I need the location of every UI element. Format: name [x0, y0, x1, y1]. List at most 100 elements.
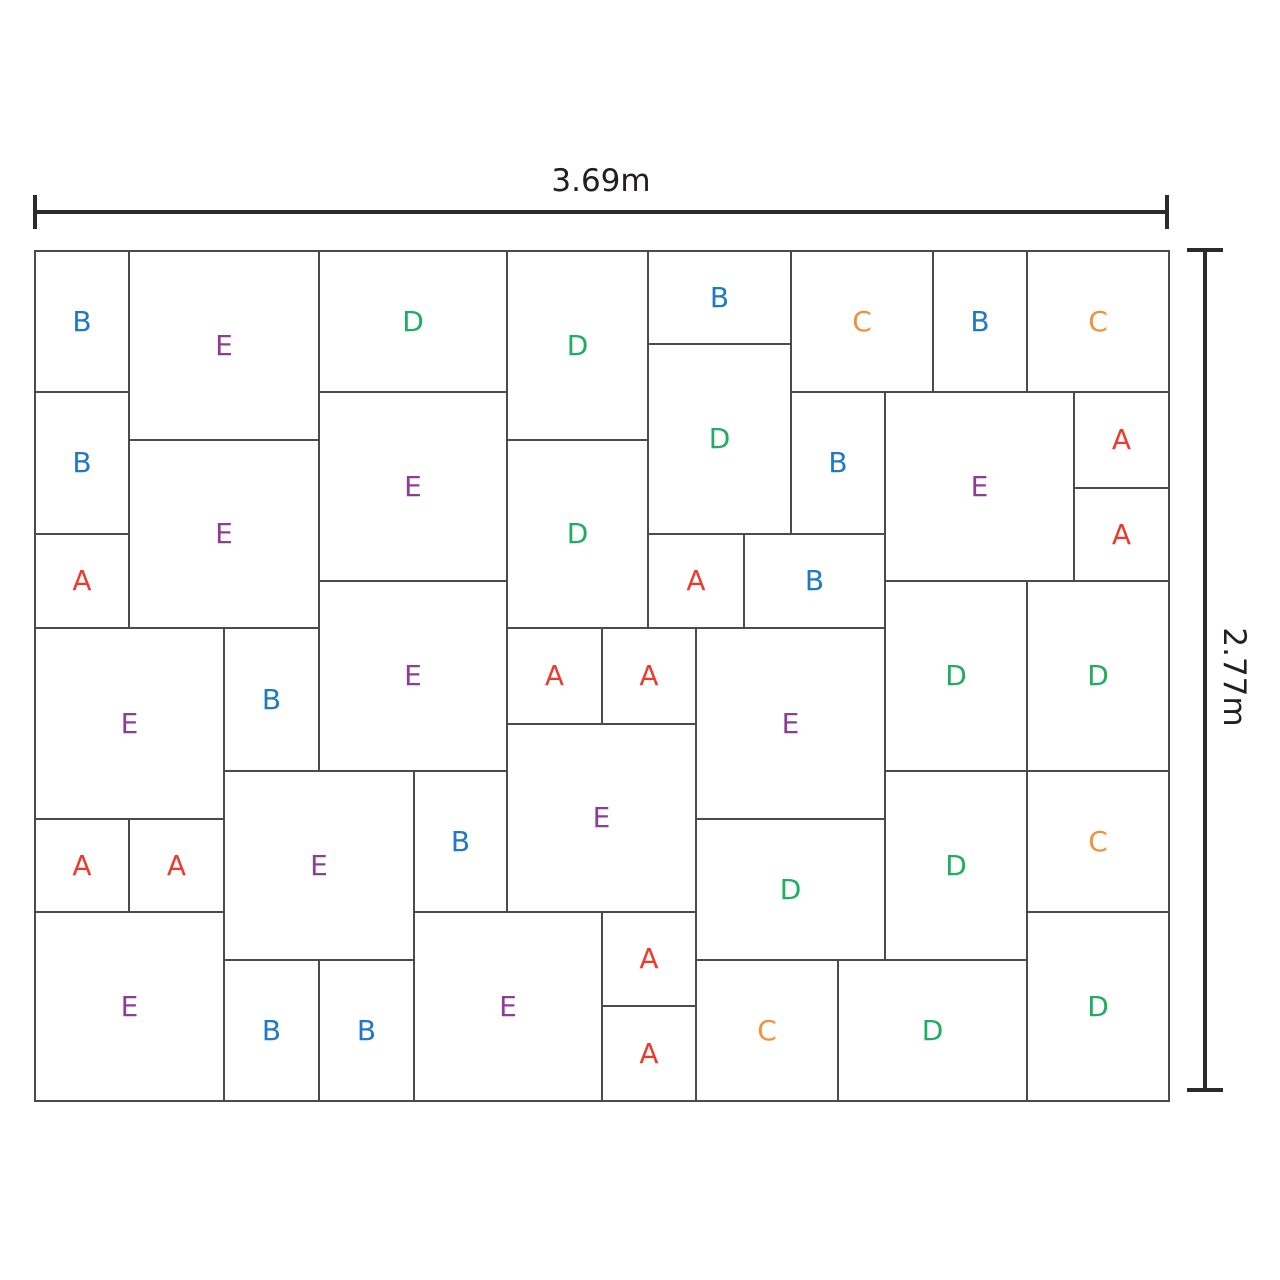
tile-E: E	[35, 912, 224, 1101]
tile-A: A	[507, 628, 602, 724]
tile-label: A	[1111, 517, 1132, 551]
tile-A: A	[602, 1006, 696, 1101]
tile-C: C	[696, 960, 838, 1101]
tile-E: E	[129, 251, 319, 440]
tile-E: E	[414, 912, 602, 1101]
tile-D: D	[648, 344, 791, 534]
tile-B: B	[744, 534, 885, 628]
tile-label: B	[828, 446, 848, 479]
width-dimension-line	[33, 195, 1169, 229]
tile-E: E	[885, 392, 1074, 581]
tile-label: B	[709, 280, 730, 314]
height-dimension-label: 2.77m	[1216, 627, 1252, 727]
tile-label: D	[779, 872, 802, 906]
tile-label: E	[404, 469, 422, 503]
tile-label: D	[945, 848, 967, 882]
tile-label: A	[639, 942, 659, 975]
tile-label: C	[1088, 824, 1108, 858]
tile-B: B	[224, 628, 319, 771]
tile-D: D	[1027, 581, 1169, 771]
tile-B: B	[35, 251, 129, 392]
tile-D: D	[507, 440, 648, 628]
tile-B: B	[648, 251, 791, 344]
tile-D: D	[838, 960, 1027, 1101]
tile-label: A	[166, 848, 187, 882]
tile-label: E	[781, 706, 800, 740]
tile-label: D	[921, 1013, 944, 1047]
tile-D: D	[696, 819, 885, 960]
tile-A: A	[602, 912, 696, 1006]
tile-label: C	[1088, 304, 1108, 338]
dimension-tick-top	[1187, 248, 1223, 252]
tile-D: D	[319, 251, 507, 392]
tile-label: E	[310, 848, 328, 882]
tile-A: A	[129, 819, 224, 912]
tile-B: B	[933, 251, 1027, 392]
tile-label: B	[72, 446, 92, 479]
tile-label: B	[261, 1013, 282, 1047]
tile-label: B	[804, 564, 825, 597]
tile-A: A	[1074, 488, 1169, 581]
dimension-tick-bottom	[1187, 1088, 1223, 1092]
tile-A: A	[35, 534, 129, 628]
tile-D: D	[885, 581, 1027, 771]
tile-label: E	[215, 517, 233, 550]
plan-grid: B E D D B C B C B D E B E A E D A A A B E D D E B A A E E E B D C A A D E E A D…	[34, 250, 1170, 1102]
tile-B: B	[414, 771, 507, 912]
tile-label: A	[639, 659, 659, 692]
tile-B: B	[319, 960, 414, 1101]
tile-label: E	[970, 469, 989, 503]
tile-label: D	[945, 659, 967, 692]
tile-label: D	[566, 517, 589, 550]
tile-label: E	[499, 989, 517, 1023]
tile-label: D	[708, 422, 731, 455]
tile-label: D	[566, 328, 589, 362]
tile-label: A	[72, 564, 92, 597]
tile-label: B	[72, 304, 92, 338]
tile-label: A	[686, 564, 706, 597]
tile-A: A	[1074, 392, 1169, 488]
tile-label: E	[215, 328, 233, 362]
tile-label: C	[757, 1013, 777, 1047]
tile-B: B	[791, 392, 885, 534]
tile-label: D	[1087, 659, 1109, 692]
tile-label: B	[970, 304, 990, 338]
tile-label: E	[404, 659, 422, 692]
tile-label: E	[592, 801, 611, 834]
tile-B: B	[35, 392, 129, 534]
tile-label: E	[120, 706, 139, 740]
tile-B: B	[224, 960, 319, 1101]
tile-E: E	[319, 581, 507, 771]
tile-label: B	[450, 824, 471, 858]
tile-C: C	[791, 251, 933, 392]
tile-label: D	[402, 304, 424, 338]
tile-A: A	[648, 534, 744, 628]
width-dimension-label: 3.69m	[551, 163, 651, 199]
tile-E: E	[129, 440, 319, 628]
tile-label: E	[120, 989, 139, 1023]
tile-label: A	[544, 659, 565, 692]
tile-E: E	[696, 628, 885, 819]
tile-D: D	[885, 771, 1027, 960]
tile-label: C	[852, 304, 872, 338]
tile-D: D	[1027, 912, 1169, 1101]
tile-label: A	[1111, 423, 1132, 456]
tile-D: D	[507, 251, 648, 440]
tile-label: A	[639, 1036, 659, 1070]
height-dimension-line	[1187, 248, 1223, 1092]
tile-A: A	[602, 628, 696, 724]
tile-E: E	[319, 392, 507, 581]
tile-E: E	[35, 628, 224, 819]
tile-label: B	[261, 682, 282, 716]
tile-C: C	[1027, 771, 1169, 912]
tile-C: C	[1027, 251, 1169, 392]
tile-label: D	[1087, 989, 1109, 1023]
dimension-tick-right	[1165, 195, 1169, 229]
tile-label: A	[72, 848, 92, 882]
tile-E: E	[224, 771, 414, 960]
tile-label: B	[356, 1013, 377, 1047]
tile-E: E	[507, 724, 696, 912]
tile-A: A	[35, 819, 129, 912]
dimension-tick-left	[33, 195, 37, 229]
